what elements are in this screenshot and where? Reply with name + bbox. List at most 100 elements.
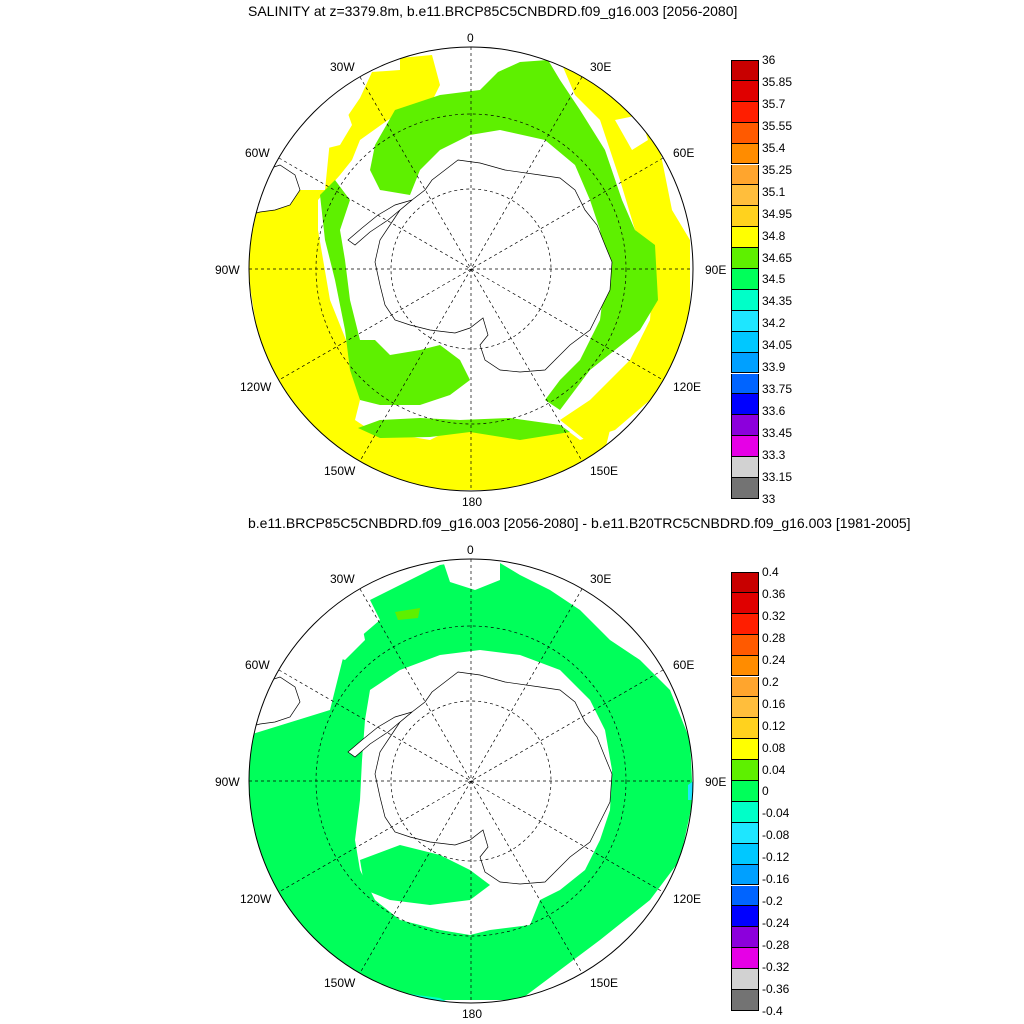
bottom-colorbar-swatch	[731, 969, 759, 990]
top-colorbar-swatch	[731, 227, 759, 249]
top-lon-120e-label: 120E	[673, 380, 702, 394]
top-colorbar-tick-label: 35.85	[762, 74, 793, 89]
bottom-colorbar-tick-label: 0.32	[762, 608, 786, 623]
bottom-lon-90w-label: 90W	[215, 775, 240, 789]
top-colorbar-swatch	[731, 415, 759, 437]
top-colorbar-swatch	[731, 457, 759, 478]
top-colorbar-tick-label: 33.15	[762, 469, 793, 484]
bottom-lon-60e-label: 60E	[673, 658, 695, 672]
bottom-grid	[249, 559, 693, 1003]
top-colorbar-swatch	[731, 331, 759, 353]
bottom-colorbar-swatch	[731, 697, 759, 719]
bottom-colorbar-tick-label: -0.36	[762, 981, 790, 996]
bottom-colorbar-tick-label: -0.2	[762, 894, 783, 909]
bottom-colorbar-swatch	[731, 739, 759, 761]
white-patch-1	[320, 105, 352, 150]
south-america-tip-2	[249, 676, 301, 728]
top-colorbar-tick-label: 35.7	[762, 96, 786, 111]
top-colorbar-swatch	[731, 373, 759, 395]
top-colorbar-swatch	[731, 289, 759, 311]
antarctica	[374, 159, 613, 373]
bottom-colorbar-swatch	[731, 676, 759, 698]
bottom-map-title: b.e11.BRCP85C5CNBDRD.f09_g16.003 [2056-2…	[248, 515, 911, 531]
top-lon-60w-label: 60W	[245, 146, 270, 160]
bottom-colorbar-swatch	[731, 572, 759, 593]
top-colorbar-swatch	[731, 394, 759, 416]
top-colorbar-swatch	[731, 80, 759, 102]
bottom-colorbar-tick-label: 0.08	[762, 740, 786, 755]
top-map-border	[248, 46, 694, 492]
white-patch-2	[440, 47, 500, 80]
top-lon-90e-label: 90E	[705, 263, 727, 277]
bottom-colorbar-swatch	[731, 718, 759, 740]
top-colorbar-tick-label: 33.45	[762, 426, 793, 441]
top-lon-90w-label: 90W	[215, 263, 240, 277]
diff-white-patch-2	[330, 615, 365, 660]
top-colorbar-tick-label: 36	[762, 53, 776, 67]
bottom-colorbar-tick-label: -0.24	[762, 916, 790, 931]
bottom-lon-120w-label: 120W	[240, 892, 272, 906]
top-colorbar-tick-label: 33	[762, 491, 776, 506]
top-colorbar-tick-label: 34.5	[762, 272, 786, 287]
top-lon-180-label: 180	[462, 495, 483, 509]
top-colorbar-swatch	[731, 164, 759, 186]
bottom-colorbar-tick-label: 0	[762, 784, 769, 799]
top-colorbar-swatch	[731, 101, 759, 123]
top-colorbar: 36 35.85 35.7 35.55 35.4 35.25 35.1 34.95 34.8 34…	[731, 53, 792, 506]
top-colorbar-tick-label: 34.8	[762, 228, 786, 243]
bottom-colorbar-tick-label: -0.28	[762, 938, 790, 953]
bottom-colorbar-swatch	[731, 781, 759, 802]
bottom-colorbar-swatch	[731, 843, 759, 865]
top-colorbar-tick-label: 33.3	[762, 448, 786, 462]
bottom-colorbar-tick-label: 0.04	[762, 762, 786, 777]
bottom-colorbar-swatch	[731, 760, 759, 781]
bottom-colorbar-swatch	[731, 592, 759, 614]
bottom-colorbar-tick-label: -0.32	[762, 960, 790, 974]
bottom-colorbar: 0.4 0.36 0.32 0.28 0.24 0.2 0.16 0.12 0.08 0.04 0 -…	[731, 565, 789, 1018]
bottom-lon-150e-label: 150E	[590, 976, 619, 990]
green-region-main	[370, 60, 658, 410]
bottom-lon-120e-label: 120E	[673, 892, 702, 906]
top-colorbar-tick-label: 33.9	[762, 360, 786, 375]
bottom-colorbar-swatch	[731, 634, 759, 656]
bottom-lon-30w-label: 30W	[330, 572, 355, 586]
bottom-colorbar-swatch	[731, 927, 759, 949]
top-lon-150e-label: 150E	[590, 464, 619, 478]
bottom-colorbar-swatch	[731, 801, 759, 823]
bottom-colorbar-swatch	[731, 655, 759, 677]
top-colorbar-swatch	[731, 310, 759, 332]
antarctic-peninsula-2	[347, 711, 413, 758]
bottom-colorbar-tick-label: 0.16	[762, 696, 786, 711]
diff-light-blue-patch	[688, 780, 693, 800]
top-colorbar-tick-label: 34.65	[762, 250, 793, 265]
top-colorbar-tick-label: 35.25	[762, 162, 793, 177]
bottom-colorbar-tick-label: -0.08	[762, 828, 790, 843]
bottom-colorbar-tick-label: -0.4	[762, 1003, 783, 1018]
top-colorbar-swatch	[731, 206, 759, 228]
diff-light-green-patch	[395, 608, 420, 620]
bottom-colorbar-swatch	[731, 906, 759, 928]
top-lon-120w-label: 120W	[240, 380, 272, 394]
top-colorbar-tick-label: 35.55	[762, 118, 793, 133]
bottom-colorbar-tick-label: 0.36	[762, 586, 786, 601]
top-colorbar-tick-label: 34.2	[762, 316, 786, 331]
bottom-lon-150w-label: 150W	[324, 976, 356, 990]
top-lon-30e-label: 30E	[590, 60, 612, 74]
bottom-colorbar-tick-label: -0.16	[762, 872, 790, 887]
bottom-colorbar-swatch	[731, 613, 759, 635]
bottom-colorbar-swatch	[731, 990, 759, 1011]
top-colorbar-swatch	[731, 122, 759, 144]
bottom-colorbar-swatch	[731, 885, 759, 907]
top-colorbar-tick-label: 35.1	[762, 184, 786, 199]
bottom-colorbar-swatch	[731, 864, 759, 886]
bottom-colorbar-tick-label: 0.4	[762, 565, 779, 579]
top-colorbar-swatch	[731, 143, 759, 165]
top-map-title: SALINITY at z=3379.8m, b.e11.BRCP85C5CNB…	[248, 3, 738, 19]
bottom-colorbar-tick-label: -0.12	[762, 850, 790, 865]
bottom-colorbar-tick-label: 0.12	[762, 718, 786, 733]
green-region-south	[358, 418, 570, 440]
bottom-lon-90e-label: 90E	[705, 775, 727, 789]
top-lon-150w-label: 150W	[324, 464, 356, 478]
bottom-colorbar-swatch	[731, 948, 759, 970]
